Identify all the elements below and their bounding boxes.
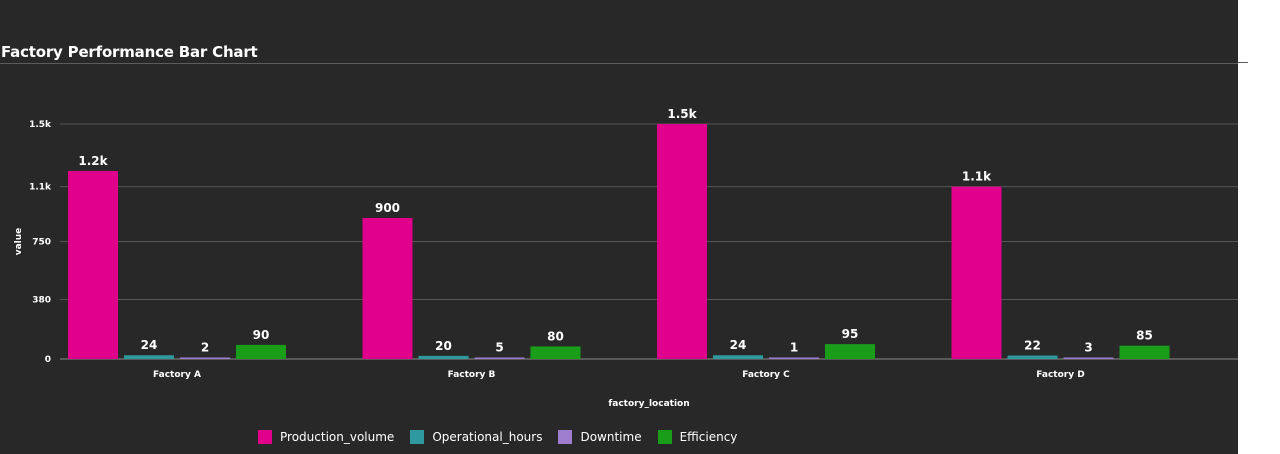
y-tick-label: 1.5k xyxy=(29,120,52,130)
legend-label: Operational_hours xyxy=(432,430,543,444)
chart-panel: Factory Performance Bar Chart 0 380 750 1.1… xyxy=(0,0,1238,454)
x-tick-label: Factory D xyxy=(1036,370,1084,380)
bar[interactable] xyxy=(825,344,875,359)
bar[interactable] xyxy=(236,344,286,359)
legend: Production_volume Operational_hours Downti… xyxy=(258,430,753,444)
legend-label: Downtime xyxy=(580,430,642,444)
bar[interactable] xyxy=(180,357,230,360)
bar[interactable] xyxy=(68,171,118,359)
bar[interactable] xyxy=(951,186,1002,359)
y-tick-label: 750 xyxy=(32,238,51,248)
bar[interactable] xyxy=(530,346,581,359)
title-divider xyxy=(0,63,1238,64)
y-tick-label: 0 xyxy=(45,355,51,365)
x-axis-title: factory_location xyxy=(608,399,689,409)
x-tick-label: Factory B xyxy=(448,370,496,380)
bar[interactable] xyxy=(769,357,819,360)
legend-swatch xyxy=(410,430,425,444)
data-label: 1 xyxy=(790,341,798,355)
data-label: 80 xyxy=(547,329,564,343)
legend-label: Efficiency xyxy=(679,430,738,444)
legend-swatch xyxy=(558,430,573,444)
legend-swatch xyxy=(258,430,272,444)
data-label: 95 xyxy=(842,327,859,341)
data-label: 90 xyxy=(253,328,270,342)
data-label: 1.1k xyxy=(962,170,992,184)
bar[interactable] xyxy=(474,357,525,360)
data-label: 24 xyxy=(141,338,158,352)
data-label: 3 xyxy=(1084,341,1092,355)
bar[interactable] xyxy=(124,355,174,359)
bar[interactable] xyxy=(418,355,469,359)
legend-item[interactable]: Production_volume xyxy=(258,430,394,444)
legend-swatch xyxy=(657,430,672,444)
y-tick-label: 1.1k xyxy=(29,183,52,193)
edge-divider xyxy=(1238,62,1248,63)
data-label: 22 xyxy=(1024,339,1041,353)
data-label: 1.5k xyxy=(667,107,697,121)
data-label: 20 xyxy=(435,339,452,353)
data-label: 2 xyxy=(201,341,209,355)
legend-item[interactable]: Operational_hours xyxy=(410,430,542,444)
data-label: 1.2k xyxy=(78,154,108,168)
data-label: 85 xyxy=(1136,329,1153,343)
chart-title: Factory Performance Bar Chart xyxy=(1,43,258,61)
bar[interactable] xyxy=(362,218,413,359)
data-label: 900 xyxy=(375,201,400,215)
bar[interactable] xyxy=(657,124,707,359)
legend-label: Production_volume xyxy=(280,430,395,444)
bar[interactable] xyxy=(1119,345,1170,359)
y-axis-title: value xyxy=(14,228,24,256)
bar[interactable] xyxy=(1007,355,1058,359)
x-tick-label: Factory A xyxy=(153,370,201,380)
data-label: 5 xyxy=(495,341,503,355)
bar[interactable] xyxy=(1063,357,1114,360)
legend-item[interactable]: Downtime xyxy=(558,430,642,444)
x-tick-label: Factory C xyxy=(742,370,790,380)
y-tick-label: 380 xyxy=(32,295,51,305)
data-label: 24 xyxy=(730,338,747,352)
bar[interactable] xyxy=(713,355,763,359)
legend-item[interactable]: Efficiency xyxy=(657,430,738,444)
